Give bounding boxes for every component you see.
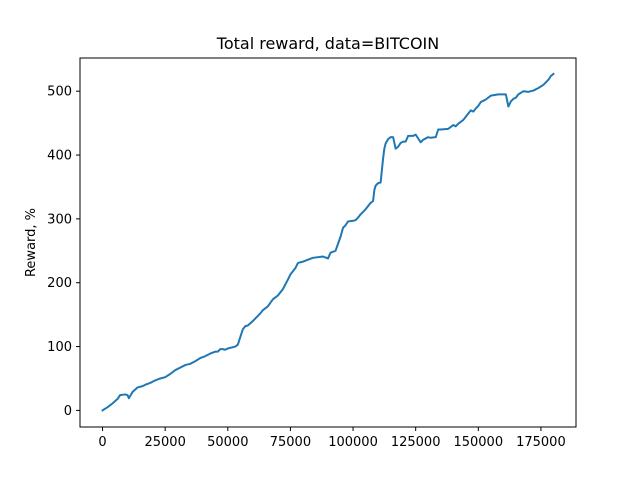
series-line-0 [101,72,555,412]
y-tick-label: 0 [64,404,72,419]
y-tick-label: 200 [47,276,72,291]
axes-frame [79,57,577,428]
x-tick-label: 125000 [391,435,441,450]
x-tick-label: 150000 [453,435,503,450]
x-tick-label: 50000 [207,435,248,450]
x-tick-label: 75000 [270,435,311,450]
y-tick-label: 400 [47,149,72,164]
y-axis-label: Reward, % [24,208,39,277]
y-tick-label: 100 [47,340,72,355]
y-tick-label: 300 [47,212,72,227]
x-tick-label: 25000 [144,435,185,450]
plot-area: 0 25000 50000 75000 100000 125000 150000 175000… [47,57,577,450]
y-tick-label: 500 [47,85,72,100]
x-tick-label: 175000 [516,435,566,450]
x-tick-label: 0 [98,435,106,450]
x-tick-label: 100000 [328,435,378,450]
chart-title: Total reward, data=BITCOIN [216,34,439,53]
